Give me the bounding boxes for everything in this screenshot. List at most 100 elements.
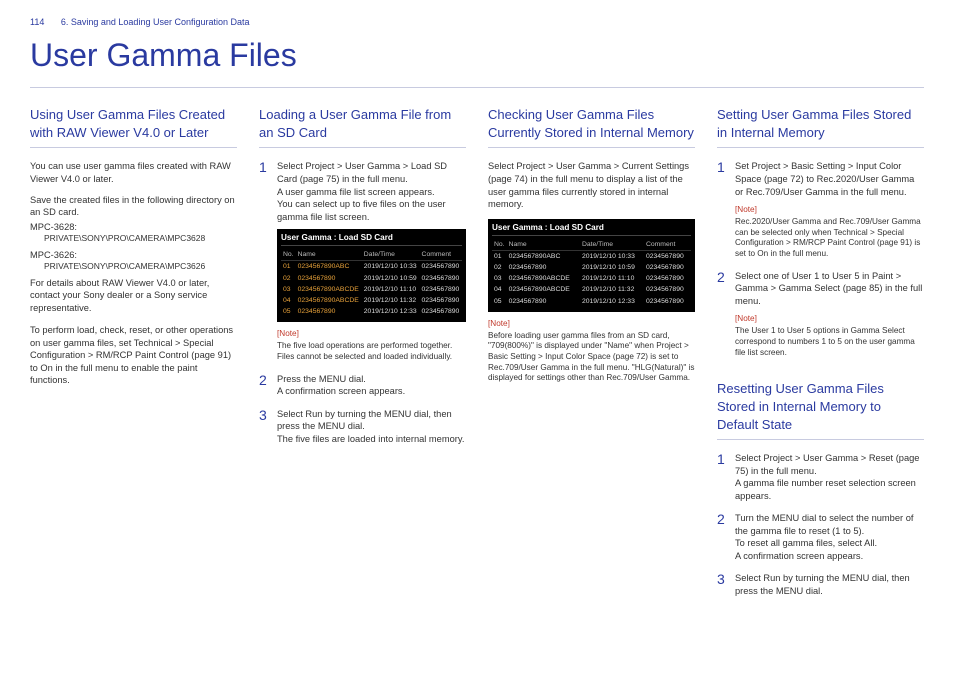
file-table: No.NameDate/TimeComment 010234567890ABC2… xyxy=(281,249,462,317)
screenshot-title: User Gamma : Load SD Card xyxy=(492,222,691,236)
path-label: MPC-3626: xyxy=(30,249,237,262)
step-item: 2 Press the MENU dial. A confirmation sc… xyxy=(259,373,466,398)
section-heading: Resetting User Gamma Files Stored in Int… xyxy=(717,380,924,440)
table-cell: 0234567890 xyxy=(420,306,462,317)
body-text: For details about RAW Viewer V4.0 or lat… xyxy=(30,277,237,315)
table-cell: 0234567890 xyxy=(507,296,580,307)
step-text: Set Project > Basic Setting > Input Colo… xyxy=(735,160,924,198)
step-item: 3 Select Run by turning the MENU dial, t… xyxy=(717,572,924,597)
table-row: 040234567890ABCDE2019/12/10 11:320234567… xyxy=(281,295,462,306)
table-cell: 03 xyxy=(492,273,507,284)
table-col-header: No. xyxy=(281,249,296,261)
step-text: The five files are loaded into internal … xyxy=(277,433,466,446)
note-label: [Note] xyxy=(277,328,466,339)
page-header: 114 6. Saving and Loading User Configura… xyxy=(30,16,924,28)
column-1: Using User Gamma Files Created with RAW … xyxy=(30,106,237,607)
chapter-title: 6. Saving and Loading User Configuration… xyxy=(61,17,250,27)
table-cell: 2019/12/10 11:32 xyxy=(362,295,420,306)
step-text: Select one of User 1 to User 5 in Paint … xyxy=(735,270,924,308)
step-text: Select Project > User Gamma > Load SD Ca… xyxy=(277,160,466,185)
step-number: 1 xyxy=(717,450,725,469)
table-row: 0502345678902019/12/10 12:330234567890 xyxy=(492,296,691,307)
table-cell: 0234567890 xyxy=(644,273,691,284)
body-text: Save the created files in the following … xyxy=(30,194,237,219)
step-item: 2 Select one of User 1 to User 5 in Pain… xyxy=(717,270,924,359)
table-cell: 0234567890 xyxy=(644,284,691,295)
step-number: 2 xyxy=(259,371,267,390)
table-row: 030234567890ABCDE2019/12/10 11:100234567… xyxy=(492,273,691,284)
step-text: To reset all gamma files, select All. xyxy=(735,537,924,550)
table-cell: 0234567890ABCDE xyxy=(507,273,580,284)
body-text: To perform load, check, reset, or other … xyxy=(30,324,237,387)
table-cell: 0234567890ABC xyxy=(507,250,580,262)
table-cell: 2019/12/10 10:33 xyxy=(580,250,644,262)
screenshot-load-sd: User Gamma : Load SD Card No.NameDate/Ti… xyxy=(488,219,695,312)
table-cell: 2019/12/10 11:32 xyxy=(580,284,644,295)
step-text: Select Project > User Gamma > Reset (pag… xyxy=(735,452,924,477)
table-col-header: Name xyxy=(296,249,362,261)
note-text: Rec.2020/User Gamma and Rec.709/User Gam… xyxy=(735,217,924,260)
table-col-header: Date/Time xyxy=(580,239,644,251)
step-number: 1 xyxy=(717,158,725,177)
column-2: Loading a User Gamma File from an SD Car… xyxy=(259,106,466,607)
table-row: 010234567890ABC2019/12/10 10:33023456789… xyxy=(492,250,691,262)
step-item: 1 Select Project > User Gamma > Reset (p… xyxy=(717,452,924,502)
table-row: 010234567890ABC2019/12/10 10:33023456789… xyxy=(281,261,462,273)
table-cell: 0234567890 xyxy=(420,261,462,273)
step-number: 3 xyxy=(259,406,267,425)
table-cell: 0234567890 xyxy=(644,262,691,273)
step-number: 2 xyxy=(717,268,725,287)
screenshot-load-sd: User Gamma : Load SD Card No.NameDate/Ti… xyxy=(277,229,466,322)
note-label: [Note] xyxy=(488,318,695,329)
table-cell: 0234567890 xyxy=(420,284,462,295)
table-cell: 0234567890ABCDE xyxy=(296,284,362,295)
table-cell: 01 xyxy=(492,250,507,262)
table-cell: 2019/12/10 12:33 xyxy=(580,296,644,307)
step-text: Press the MENU dial. xyxy=(277,373,466,386)
table-cell: 02 xyxy=(281,273,296,284)
path-value: PRIVATE\SONY\PRO\CAMERA\MPC3626 xyxy=(30,261,237,272)
note-text: The five load operations are performed t… xyxy=(277,341,466,362)
table-cell: 2019/12/10 11:10 xyxy=(362,284,420,295)
step-item: 1 Set Project > Basic Setting > Input Co… xyxy=(717,160,924,259)
table-row: 0202345678902019/12/10 10:590234567890 xyxy=(492,262,691,273)
page-title: User Gamma Files xyxy=(30,34,924,88)
path-label: MPC-3628: xyxy=(30,221,237,234)
table-cell: 02 xyxy=(492,262,507,273)
step-text: You can select up to five files on the u… xyxy=(277,198,466,223)
note-label: [Note] xyxy=(735,204,924,215)
table-row: 030234567890ABCDE2019/12/10 11:100234567… xyxy=(281,284,462,295)
step-text: A confirmation screen appears. xyxy=(735,550,924,563)
step-item: 1 Select Project > User Gamma > Load SD … xyxy=(259,160,466,362)
column-3: Checking User Gamma Files Currently Stor… xyxy=(488,106,695,607)
table-cell: 0234567890 xyxy=(420,295,462,306)
screenshot-title: User Gamma : Load SD Card xyxy=(281,232,462,246)
table-cell: 01 xyxy=(281,261,296,273)
step-text: Turn the MENU dial to select the number … xyxy=(735,512,924,537)
step-item: 3 Select Run by turning the MENU dial, t… xyxy=(259,408,466,446)
table-col-header: Date/Time xyxy=(362,249,420,261)
section-heading: Loading a User Gamma File from an SD Car… xyxy=(259,106,466,148)
note-text: Before loading user gamma files from an … xyxy=(488,331,695,384)
table-col-header: Comment xyxy=(644,239,691,251)
note-text: The User 1 to User 5 options in Gamma Se… xyxy=(735,326,924,358)
step-text: A user gamma file list screen appears. xyxy=(277,186,466,199)
table-col-header: Comment xyxy=(420,249,462,261)
table-cell: 2019/12/10 10:59 xyxy=(580,262,644,273)
path-value: PRIVATE\SONY\PRO\CAMERA\MPC3628 xyxy=(30,233,237,244)
table-cell: 0234567890ABCDE xyxy=(507,284,580,295)
table-cell: 0234567890 xyxy=(507,262,580,273)
step-item: 2 Turn the MENU dial to select the numbe… xyxy=(717,512,924,562)
table-cell: 2019/12/10 11:10 xyxy=(580,273,644,284)
section-heading: Checking User Gamma Files Currently Stor… xyxy=(488,106,695,148)
table-cell: 04 xyxy=(492,284,507,295)
table-cell: 0234567890 xyxy=(296,273,362,284)
table-cell: 0234567890 xyxy=(296,306,362,317)
table-col-header: No. xyxy=(492,239,507,251)
section-heading: Using User Gamma Files Created with RAW … xyxy=(30,106,237,148)
table-col-header: Name xyxy=(507,239,580,251)
table-cell: 05 xyxy=(492,296,507,307)
step-text: A confirmation screen appears. xyxy=(277,385,466,398)
file-table: No.NameDate/TimeComment 010234567890ABC2… xyxy=(492,239,691,307)
table-cell: 0234567890 xyxy=(644,250,691,262)
